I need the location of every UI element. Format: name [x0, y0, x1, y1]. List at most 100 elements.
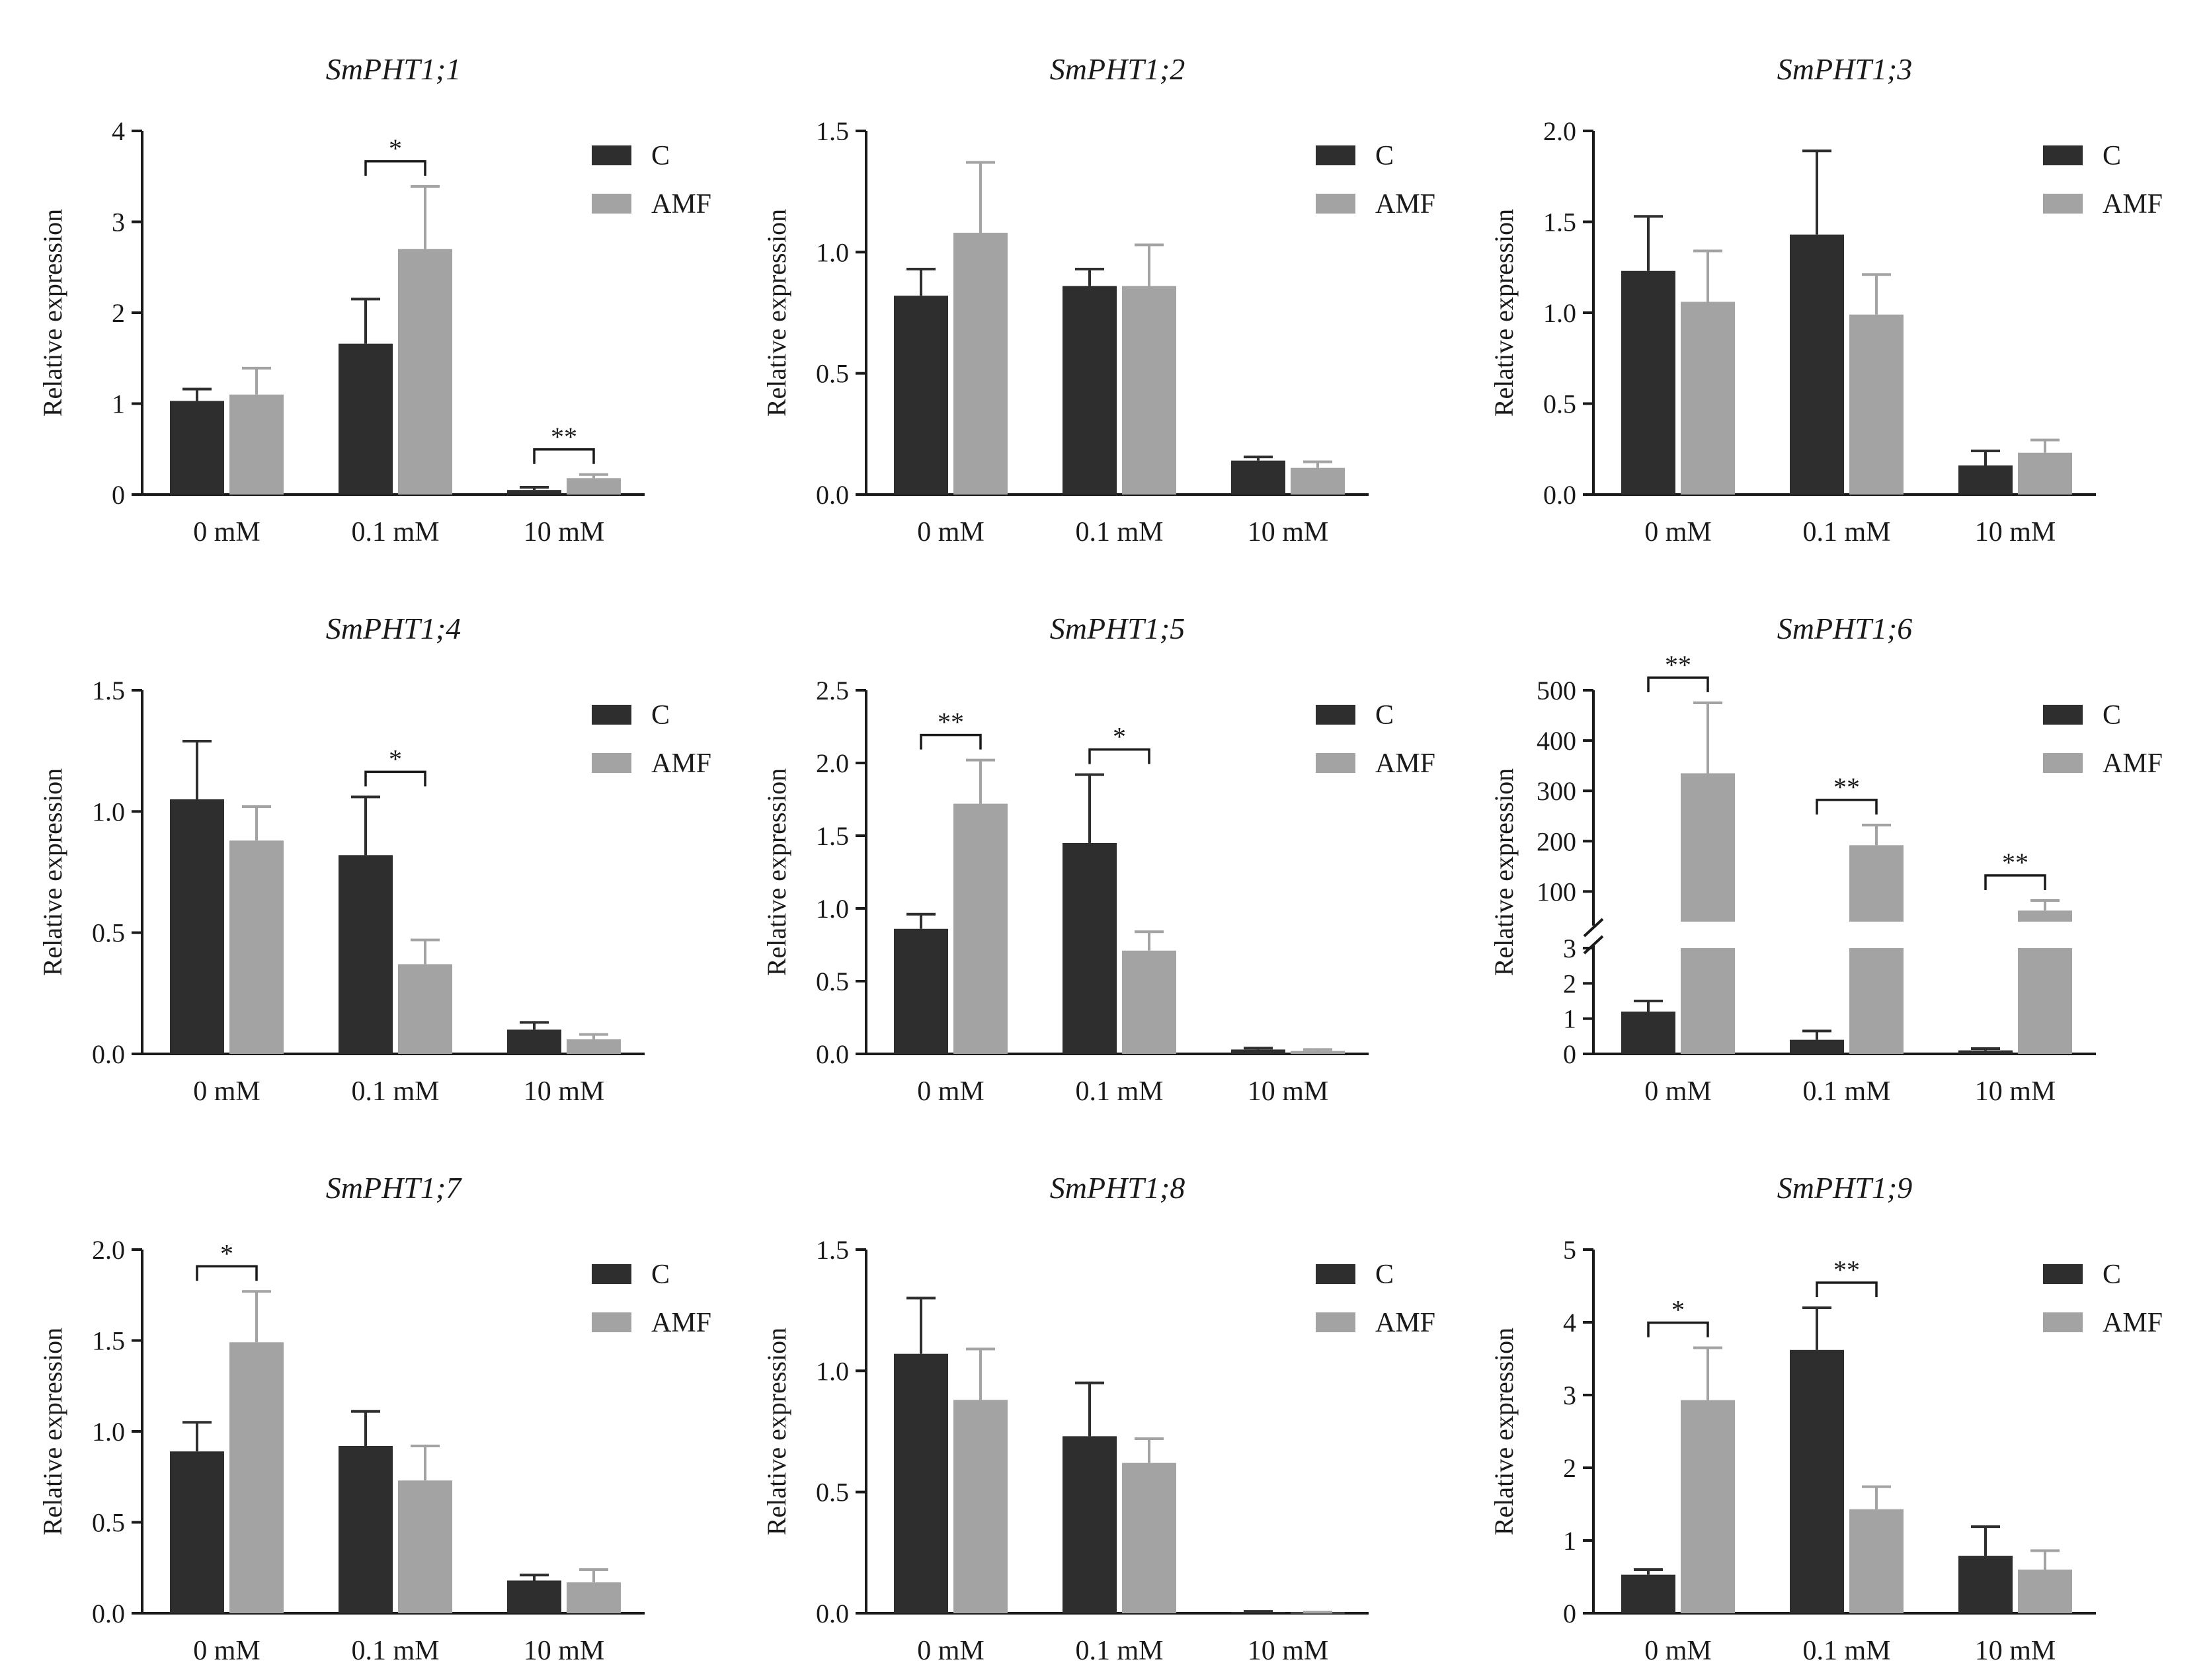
- legend-swatch-c: [592, 705, 631, 725]
- panel-title: SmPHT1;5: [1050, 612, 1185, 645]
- x-category-label: 0.1 mM: [1075, 517, 1163, 547]
- x-category-label: 0.1 mM: [1075, 1636, 1163, 1666]
- y-tick-label: 0.0: [816, 1599, 849, 1628]
- significance-label: **: [1665, 650, 1691, 680]
- bar-c: [894, 1353, 948, 1613]
- bar-c: [1621, 1574, 1675, 1613]
- bar-amf: [1681, 301, 1735, 495]
- bar-c: [894, 928, 948, 1054]
- x-category-label: 0 mM: [917, 1636, 984, 1666]
- significance-label: *: [389, 744, 402, 774]
- y-axis-label: Relative expression: [1489, 209, 1519, 417]
- legend-label-amf: AMF: [2103, 748, 2163, 779]
- bar-c: [1790, 234, 1844, 495]
- significance-label: **: [1833, 1255, 1860, 1285]
- x-category-label: 10 mM: [1248, 1636, 1329, 1666]
- y-tick-label: 0.5: [1543, 389, 1576, 419]
- y-tick-label: 5: [1563, 1235, 1576, 1265]
- bar-c: [1958, 1050, 2013, 1054]
- bar-c: [1063, 843, 1117, 1054]
- y-tick-label: 1.0: [816, 894, 849, 924]
- axis-break-mark: [1583, 918, 1604, 938]
- y-tick-label: 0.5: [816, 967, 849, 996]
- bar-amf-upper: [1849, 845, 1904, 922]
- y-tick-label: 1.0: [92, 1417, 125, 1447]
- bar-amf: [1291, 467, 1345, 495]
- significance-bracket: [1984, 874, 2046, 891]
- significance-label: *: [1671, 1295, 1685, 1325]
- bar-c: [1231, 460, 1285, 495]
- y-tick-label: 1: [1563, 1004, 1576, 1034]
- legend-swatch-c: [592, 1264, 631, 1284]
- bar-amf-lower: [1849, 948, 1904, 1054]
- bar-c: [1958, 465, 2013, 495]
- panel-title: SmPHT1;7: [326, 1171, 462, 1205]
- y-axis-label: Relative expression: [1489, 1328, 1519, 1535]
- legend-label-amf: AMF: [651, 748, 711, 779]
- x-category-label: 0 mM: [193, 1636, 261, 1666]
- y-tick-label: 1: [112, 389, 125, 419]
- legend-swatch-amf: [2043, 1312, 2083, 1332]
- legend-label-amf: AMF: [651, 189, 711, 220]
- x-category-label: 0.1 mM: [1802, 517, 1890, 547]
- legend-label-amf: AMF: [651, 1308, 711, 1338]
- legend-label-amf: AMF: [2103, 1308, 2163, 1338]
- x-category-label: 10 mM: [1975, 517, 2056, 547]
- legend-swatch-amf: [592, 753, 631, 773]
- y-tick-label: 0.0: [1543, 480, 1576, 510]
- legend-label-amf: AMF: [1375, 1308, 1435, 1338]
- y-axis-label: Relative expression: [38, 1328, 67, 1535]
- y-axis-label: Relative expression: [38, 768, 67, 976]
- y-tick-label: 300: [1537, 776, 1576, 806]
- y-axis-label: Relative expression: [762, 209, 791, 417]
- y-axis-label: Relative expression: [762, 1328, 791, 1535]
- legend-swatch-amf: [1316, 194, 1355, 214]
- bar-amf-lower: [1681, 948, 1735, 1054]
- legend-label-c: C: [651, 141, 670, 171]
- bar-c: [1063, 286, 1117, 495]
- y-tick-label: 2.0: [92, 1235, 125, 1265]
- y-tick-label: 1.0: [816, 237, 849, 267]
- bar-amf: [2018, 452, 2072, 495]
- x-category-label: 0 mM: [1644, 1636, 1712, 1666]
- x-category-label: 0.1 mM: [351, 1636, 439, 1666]
- y-axis-label: Relative expression: [1489, 768, 1519, 976]
- y-tick-label: 1.5: [1543, 208, 1576, 237]
- y-tick-label: 2.0: [1543, 116, 1576, 146]
- legend-swatch-amf: [592, 194, 631, 214]
- bar-amf: [567, 1039, 621, 1054]
- x-category-label: 10 mM: [1975, 1076, 2056, 1107]
- y-tick-label: 1: [1563, 1526, 1576, 1556]
- bar-c: [1958, 1556, 2013, 1613]
- y-tick-label: 100: [1537, 877, 1576, 906]
- legend-swatch-c: [1316, 705, 1355, 725]
- y-tick-label: 4: [1563, 1308, 1576, 1338]
- bar-amf: [953, 803, 1008, 1054]
- significance-bracket: [196, 1265, 258, 1281]
- y-tick-label: 3: [1563, 934, 1576, 963]
- significance-bracket: [364, 160, 426, 176]
- y-tick-label: 2: [1563, 969, 1576, 998]
- bar-c: [1231, 1612, 1285, 1613]
- bar-c: [170, 799, 224, 1054]
- significance-label: **: [551, 422, 577, 452]
- significance-bracket: [1816, 1281, 1878, 1297]
- x-category-label: 0 mM: [193, 1076, 261, 1107]
- bar-c: [1790, 1039, 1844, 1054]
- panel-5: SmPHT1;5 Relative expression 0.0 0.5 1.0 1.5 2…: [762, 612, 1435, 1107]
- significance-bracket: [1647, 1321, 1709, 1338]
- panel-title: SmPHT1;1: [326, 52, 461, 86]
- significance-label: *: [220, 1238, 233, 1268]
- y-tick-label: 1.0: [1543, 298, 1576, 328]
- y-tick-label: 0.0: [816, 480, 849, 510]
- y-tick-label: 1.5: [92, 1326, 125, 1356]
- panel-title: SmPHT1;3: [1777, 52, 1912, 86]
- bar-amf: [1849, 314, 1904, 495]
- legend-label-amf: AMF: [1375, 748, 1435, 779]
- y-tick-label: 3: [1563, 1380, 1576, 1410]
- x-category-label: 10 mM: [524, 517, 605, 547]
- bar-c: [507, 1029, 561, 1054]
- legend-swatch-amf: [592, 1312, 631, 1332]
- panel-title: SmPHT1;4: [326, 612, 461, 645]
- legend-label-c: C: [2103, 141, 2121, 171]
